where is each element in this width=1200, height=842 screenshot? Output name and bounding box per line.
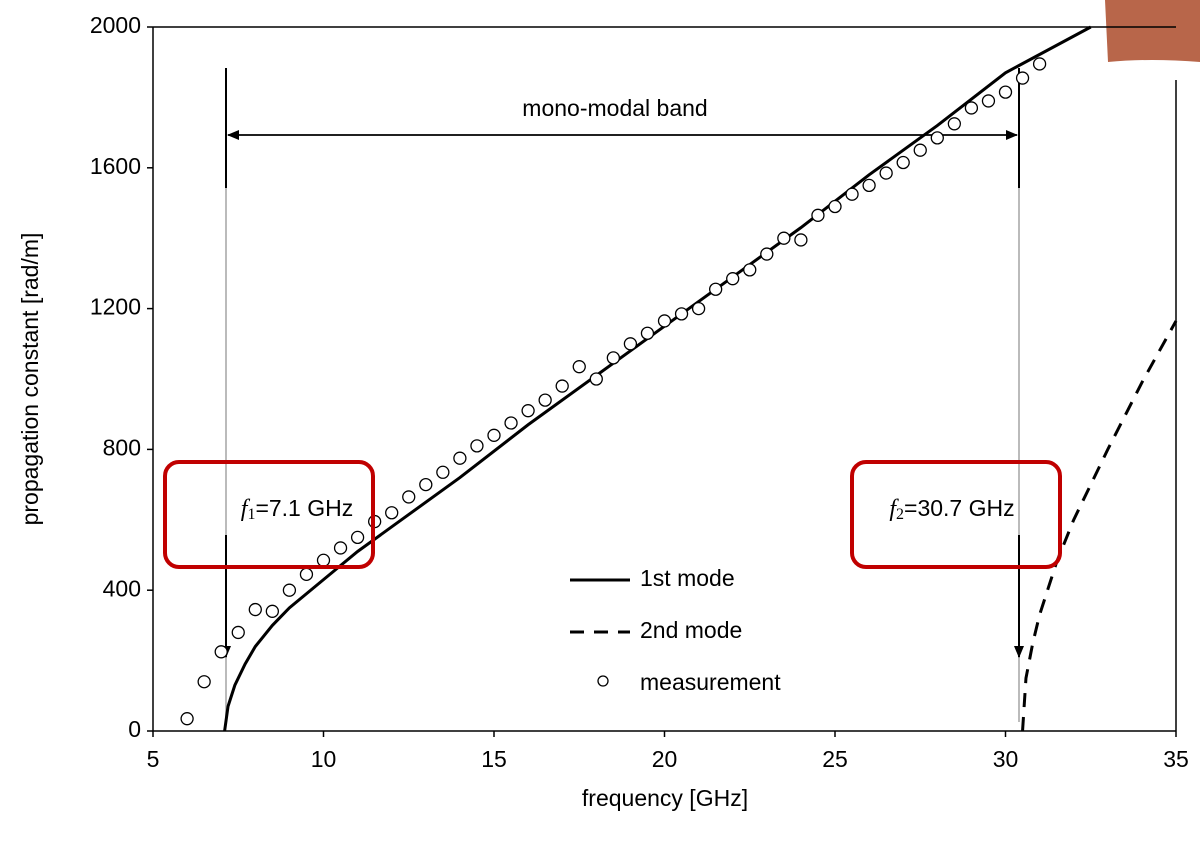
y-tick-label: 800 [103, 434, 141, 460]
measurement-point [930, 131, 944, 145]
measurement-point [436, 465, 450, 479]
measurement-point [265, 604, 280, 618]
y-axis-label: propagation constant [rad/m] [17, 233, 43, 526]
measurement-point [777, 231, 791, 245]
measurement-point [333, 541, 348, 555]
measurement-point [231, 625, 245, 640]
measurement-point [1032, 57, 1047, 71]
measurement-point [691, 301, 706, 316]
measurement-point [811, 208, 825, 222]
y-tick-label: 400 [103, 575, 141, 601]
measurement-point [726, 272, 740, 286]
measurement-point [197, 675, 211, 689]
measurement-point [419, 477, 433, 492]
measurement-point [623, 337, 638, 351]
measurement-point [1015, 71, 1030, 85]
label-sub: 2 [896, 506, 904, 523]
x-tick-label: 25 [822, 746, 848, 772]
measurement-point [981, 94, 996, 108]
measurement-point [998, 85, 1013, 99]
measurement-point [538, 393, 552, 407]
label-var: f [889, 496, 899, 522]
measurement-point [913, 143, 927, 157]
y-tick-label: 2000 [90, 12, 141, 38]
measurement-point [248, 602, 262, 617]
measurement-point [487, 428, 501, 442]
x-tick-label: 30 [993, 746, 1019, 772]
measurement-point [657, 314, 672, 328]
measurement-point [947, 117, 961, 131]
measurement-point [299, 567, 314, 582]
label-text: =7.1 GHz [255, 495, 353, 521]
x-tick-label: 20 [652, 746, 678, 772]
measurement-point [402, 490, 416, 504]
measurement-point [385, 506, 399, 520]
measurement-point [862, 178, 876, 193]
measurement-point [453, 451, 467, 465]
measurement-point [350, 530, 365, 545]
y-tick-label: 0 [128, 716, 141, 742]
frequency-label: f1=7.1 GHz [241, 495, 353, 523]
measurement-point [504, 416, 518, 430]
measurement-point [470, 439, 484, 453]
measurement-point [828, 199, 842, 214]
measurement-point [214, 645, 228, 659]
x-tick-label: 10 [311, 746, 337, 772]
measurement-point [896, 155, 910, 170]
measurement-point [555, 379, 569, 393]
legend-label: measurement [640, 669, 781, 695]
measurement-point [879, 166, 893, 180]
legend-label: 1st mode [640, 565, 735, 591]
measurement-point [743, 263, 757, 277]
x-tick-label: 15 [481, 746, 507, 772]
x-tick-label: 5 [147, 746, 160, 772]
frequency-label: f2=30.7 GHz [889, 495, 1014, 523]
measurement-point [316, 553, 331, 567]
measurement-point [282, 583, 297, 597]
measurement-point [521, 404, 535, 418]
photo-inset [1105, 0, 1200, 62]
label-var: f [241, 496, 251, 522]
label-sub: 1 [247, 506, 255, 523]
measurement-point [640, 326, 655, 340]
y-tick-label: 1200 [90, 294, 141, 320]
legend-label: 2nd mode [640, 617, 742, 643]
measurement-point [674, 307, 689, 321]
measurement-point [589, 372, 603, 386]
label-box [163, 460, 375, 569]
label-box [850, 460, 1062, 569]
series-line [223, 25, 1092, 732]
x-tick-label: 35 [1163, 746, 1189, 772]
legend-swatch [597, 675, 609, 687]
label-text: =30.7 GHz [904, 495, 1015, 521]
measurement-point [709, 282, 723, 296]
series-line [1021, 320, 1178, 732]
measurement-point [180, 712, 194, 726]
measurement-point [760, 247, 774, 261]
measurement-point [964, 101, 979, 115]
measurement-point [572, 360, 586, 374]
measurement-point [794, 233, 808, 247]
annotation: mono-modal band [522, 95, 707, 121]
measurement-point [606, 351, 620, 365]
x-axis-label: frequency [GHz] [582, 785, 748, 811]
y-tick-label: 1600 [90, 153, 141, 179]
measurement-point [845, 187, 859, 201]
